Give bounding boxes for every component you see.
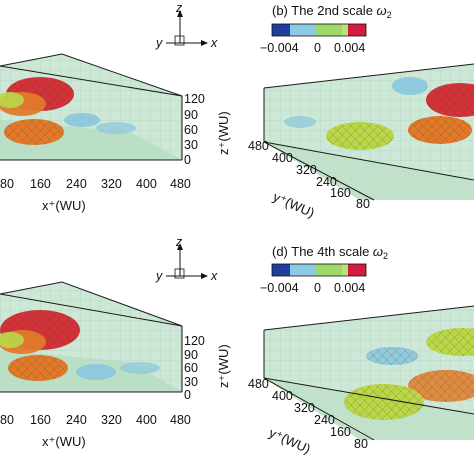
triad-y-label: y [155,36,163,50]
y-tick: 80 [356,197,370,211]
x-axis-label: x⁺(WU) [42,198,86,213]
x-tick: 80 [0,177,14,191]
x-tick: 160 [30,177,51,191]
x-tick: 480 [170,413,191,427]
colorbar-tick: −0.004 [260,41,299,55]
omega-subscript: 2 [387,10,392,20]
x-tick: 160 [30,413,51,427]
y-tick: 480 [248,377,269,391]
svg-text:(d) The 4th scale ω2: (d) The 4th scale ω2 [272,244,388,261]
svg-text:(b) The 2nd scale ω2: (b) The 2nd scale ω2 [272,3,392,20]
x-tick: 480 [170,177,191,191]
y-tick: 240 [316,175,337,189]
x-tick: 240 [66,413,87,427]
y-tick: 320 [294,401,315,415]
colorbar-tick: 0.004 [334,281,365,295]
x-tick: 80 [0,413,14,427]
y-tick: 400 [272,389,293,403]
z-tick: 30 [184,138,198,152]
colorbar-tick: 0.004 [334,41,365,55]
panel-a-x-axis: 80 160 240 320 400 480 x⁺(WU) [0,177,191,213]
y-tick: 480 [248,139,269,153]
x-tick: 320 [101,177,122,191]
x-tick: 320 [101,413,122,427]
colorbar-tick: −0.004 [260,281,299,295]
panel-d-3d-box [263,305,474,441]
z-tick: 30 [184,375,198,389]
triad-z-label: z [175,235,183,249]
panel-b-y-axis: 480 400 320 240 160 80 y⁺(WU) [248,139,370,221]
panel-b-vortex-blobs [284,77,474,150]
z-tick: 120 [184,334,205,348]
panel-d-vortex-blobs [344,328,474,420]
z-tick: 0 [184,388,191,402]
panel-b-3d-box [263,63,474,201]
panel-a-3d-box [0,53,183,161]
triad-y-label: y [155,269,163,283]
colorbar-tick: 0 [314,41,321,55]
triad-x-label: x [210,36,218,50]
panel-c-x-axis: 80 160 240 320 400 480 x⁺(WU) [0,413,191,449]
z-tick: 120 [184,92,205,106]
z-tick: 90 [184,348,198,362]
x-tick: 240 [66,177,87,191]
axis-triad-top: z y x [155,1,218,50]
z-axis-label: z⁺(WU) [216,344,231,388]
x-tick: 400 [136,177,157,191]
panel-d-title: (d) The 4th scale ω2 [272,244,388,261]
panel-a-z-axis: 120 90 60 30 0 z⁺(WU) [181,92,231,167]
panel-c-z-axis: 120 90 60 30 0 z⁺(WU) [181,326,231,402]
z-axis-label: z⁺(WU) [216,111,231,155]
z-tick: 0 [184,153,191,167]
x-axis-label: x⁺(WU) [42,434,86,449]
axis-triad-bottom: z y x [155,235,218,283]
omega-subscript: 2 [383,251,388,261]
triad-x-label: x [210,269,218,283]
panel-c-vortex-blobs [0,310,160,381]
x-tick: 400 [136,413,157,427]
y-tick: 400 [272,151,293,165]
y-tick: 80 [354,437,368,451]
panel-b-title-text: (b) The 2nd scale [272,3,377,18]
y-tick: 320 [296,163,317,177]
panel-b-colorbar: −0.004 0 0.004 [260,23,367,55]
panel-b-title: (b) The 2nd scale ω2 [272,3,392,20]
y-axis-label: y⁺(WU) [267,425,313,456]
colorbar-tick: 0 [314,281,321,295]
panel-a-vortex-blobs [0,77,136,145]
z-tick: 60 [184,123,198,137]
y-tick: 160 [330,425,351,439]
z-tick: 90 [184,108,198,122]
z-tick: 60 [184,361,198,375]
panel-d-title-text: (d) The 4th scale [272,244,373,259]
y-axis-label: y⁺(WU) [271,189,317,220]
y-tick: 160 [330,186,351,200]
y-tick: 240 [314,413,335,427]
triad-z-label: z [175,1,183,15]
omega-symbol: ω [373,244,383,259]
panel-c-3d-box [0,281,183,393]
omega-symbol: ω [377,3,387,18]
panel-d-colorbar: −0.004 0 0.004 [260,263,367,295]
